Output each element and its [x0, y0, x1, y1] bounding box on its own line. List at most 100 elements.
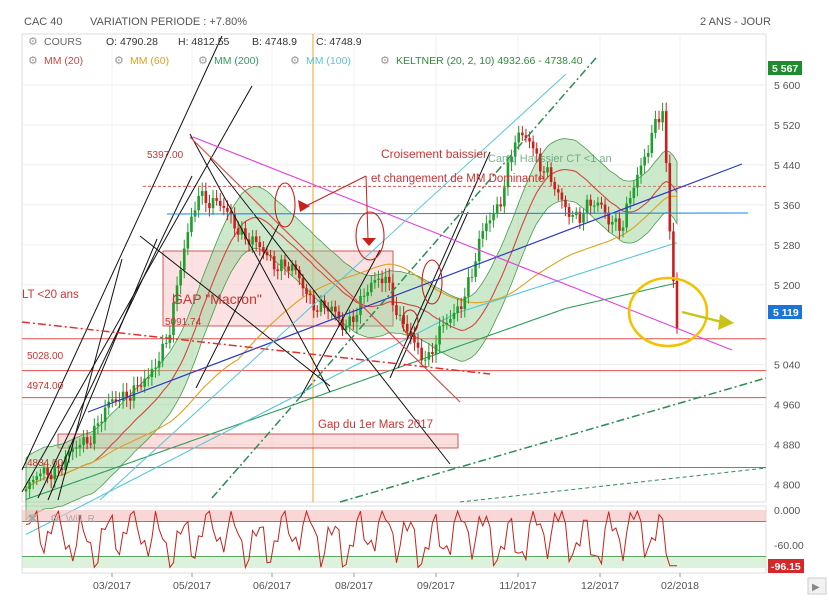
- arrow-marker: [362, 238, 376, 246]
- trendline-green-dashdot: [211, 57, 597, 499]
- candle-body: [661, 111, 664, 123]
- candle-body: [348, 316, 352, 327]
- candle-body: [643, 156, 646, 166]
- candle-body: [42, 467, 46, 474]
- candle-body: [603, 204, 607, 213]
- level-label-4834: 4834.00: [27, 458, 64, 469]
- candle-body: [305, 288, 308, 294]
- candle-body: [82, 437, 85, 446]
- projection-arrow-head: [718, 314, 734, 330]
- x-tick-label: 02/2018: [661, 580, 699, 592]
- candle-body: [125, 391, 129, 399]
- gear-icon[interactable]: ⚙: [380, 55, 390, 67]
- candle-body: [211, 198, 215, 209]
- candles: [24, 102, 679, 501]
- candle-body: [298, 270, 301, 279]
- y-tick-label: 4 880: [774, 440, 800, 452]
- gear-icon[interactable]: ⚙: [50, 513, 60, 525]
- candle-body: [492, 212, 495, 221]
- legend-row-2: ⚙ MM (20) ⚙ MM (60) ⚙ MM (200) ⚙ MM (100…: [28, 55, 583, 67]
- candle-body: [431, 352, 434, 355]
- y-tick-label: 5 280: [774, 240, 800, 252]
- gear-icon[interactable]: ⚙: [28, 36, 38, 48]
- gear-icon[interactable]: ⚙: [114, 55, 124, 67]
- candle-body: [262, 247, 265, 252]
- candle-body: [610, 221, 614, 225]
- trendline-blue: [87, 163, 743, 413]
- legend-mm20: MM (20): [44, 55, 83, 67]
- nav-next-button[interactable]: ▶: [807, 577, 827, 595]
- candle-body: [301, 278, 305, 289]
- candle-body: [650, 132, 654, 154]
- candle-body: [190, 216, 193, 233]
- legend-cours: COURS: [44, 36, 82, 48]
- highlight-ellipse: [355, 211, 385, 261]
- osc-y-tick-label: -60.00: [774, 540, 804, 552]
- gear-icon[interactable]: ⚙: [198, 55, 208, 67]
- candle-body: [236, 228, 240, 235]
- candle-body: [330, 306, 334, 312]
- candle-body: [258, 242, 262, 248]
- osc-y-tick-label: 0.000: [774, 505, 800, 517]
- candle-body: [129, 398, 132, 401]
- candle-body: [316, 310, 319, 312]
- candle-body: [276, 269, 280, 272]
- level-label-5028: 5028.00: [27, 351, 64, 362]
- candle-body: [200, 190, 204, 196]
- candle-body: [265, 251, 269, 256]
- highlight-ellipse: [401, 309, 419, 335]
- candle-body: [449, 318, 452, 323]
- candle-body: [351, 316, 355, 323]
- candle-body: [172, 302, 175, 335]
- candle-body: [319, 300, 323, 312]
- candle-body: [359, 296, 362, 315]
- candle-body: [136, 385, 139, 387]
- candle-body: [373, 280, 377, 283]
- trendline: [299, 249, 381, 399]
- close-icon[interactable]: ✖: [27, 511, 38, 526]
- svg-text:5 567: 5 567: [772, 63, 798, 75]
- candle-body: [233, 214, 236, 229]
- candle-body: [600, 202, 603, 205]
- x-tick-label: 06/2017: [253, 580, 291, 592]
- candle-body: [337, 311, 341, 319]
- y-tick-label: 5 440: [774, 160, 800, 172]
- keltner-band: [25, 138, 678, 521]
- candle-body: [416, 342, 420, 348]
- candle-body: [85, 437, 89, 444]
- candle-body: [582, 213, 585, 223]
- candle-body: [578, 211, 582, 223]
- candle-body: [75, 447, 78, 449]
- trendline-cyan: [99, 73, 567, 501]
- candle-body: [427, 352, 431, 360]
- osc-header: ✖ ⚙ Will. R: [27, 511, 95, 526]
- candle-body: [377, 278, 380, 281]
- trendline: [189, 133, 331, 393]
- candle-body: [513, 142, 517, 157]
- candle-body: [589, 199, 592, 206]
- candle-body: [380, 278, 384, 284]
- candle-body: [31, 479, 35, 483]
- y-tick-label: 5 520: [774, 120, 800, 132]
- candle-body: [405, 323, 409, 332]
- y-tick-label: 5 040: [774, 360, 800, 372]
- ma20-line: [25, 168, 678, 490]
- candle-body: [391, 282, 395, 306]
- candle-body: [93, 425, 96, 444]
- gear-icon[interactable]: ⚙: [290, 55, 300, 67]
- gear-icon[interactable]: ⚙: [28, 55, 38, 67]
- variation-label: VARIATION PERIODE : +7.80%: [90, 16, 247, 28]
- candle-body: [668, 163, 672, 232]
- candle-body: [272, 256, 276, 270]
- candle-body: [226, 207, 229, 212]
- osc-oversold-zone: [22, 556, 766, 568]
- candle-body: [208, 203, 211, 209]
- candle-body: [395, 305, 398, 316]
- candle-body: [567, 207, 571, 217]
- candle-body: [503, 187, 506, 207]
- candle-body: [215, 198, 218, 201]
- candle-body: [387, 276, 391, 283]
- candle-body: [618, 218, 621, 231]
- candle-body: [639, 165, 643, 175]
